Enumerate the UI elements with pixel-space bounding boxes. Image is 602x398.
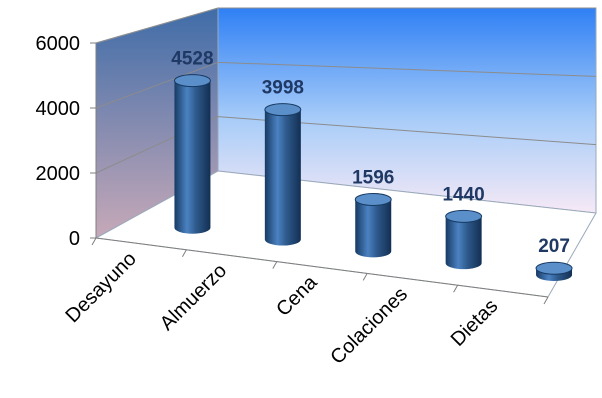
bar [173, 74, 211, 234]
y-tick-label: 6000 [36, 33, 81, 55]
x-axis-line [95, 237, 549, 298]
gridlines [95, 7, 597, 174]
bar-top [354, 192, 392, 206]
category-label: Colaciones [326, 283, 412, 369]
gridline [95, 7, 596, 44]
bar-body [445, 216, 482, 270]
bar-top [173, 74, 211, 88]
data-label: 3998 [262, 78, 304, 99]
gridline [95, 116, 597, 174]
x-tick-mark [91, 237, 97, 246]
x-tick-mark [453, 284, 459, 293]
data-label: 207 [538, 236, 570, 257]
x-tick-mark [543, 296, 549, 305]
data-labels: 4528 3998 1596 1440 207 [171, 49, 570, 258]
category-label: Cena [272, 271, 322, 321]
bars [173, 74, 573, 281]
bar-top [264, 103, 302, 117]
bar-body [355, 199, 392, 258]
y-tick-labels: 0 2000 4000 6000 [36, 33, 96, 250]
bar-body [174, 80, 211, 234]
category-label: Dietas [447, 295, 503, 351]
bar-top [445, 209, 483, 223]
x-tick-mark [272, 261, 278, 269]
bar [445, 209, 483, 270]
bar [535, 261, 573, 281]
data-label: 1440 [442, 184, 484, 205]
y-tick-label: 4000 [36, 98, 81, 120]
category-label: Almuerzo [156, 260, 231, 335]
axes [95, 43, 549, 298]
y-tick-label: 0 [69, 228, 80, 250]
data-label: 4528 [171, 49, 213, 70]
gridline [95, 61, 597, 109]
bar [354, 192, 392, 258]
bar [264, 103, 302, 246]
data-label: 1596 [352, 167, 394, 188]
x-tick-mark [362, 273, 368, 281]
bar-top [535, 261, 573, 275]
bar-body [264, 109, 301, 246]
category-label: Desayuno [61, 248, 140, 327]
x-tick-mark [181, 249, 187, 258]
y-tick-label: 2000 [36, 163, 81, 185]
